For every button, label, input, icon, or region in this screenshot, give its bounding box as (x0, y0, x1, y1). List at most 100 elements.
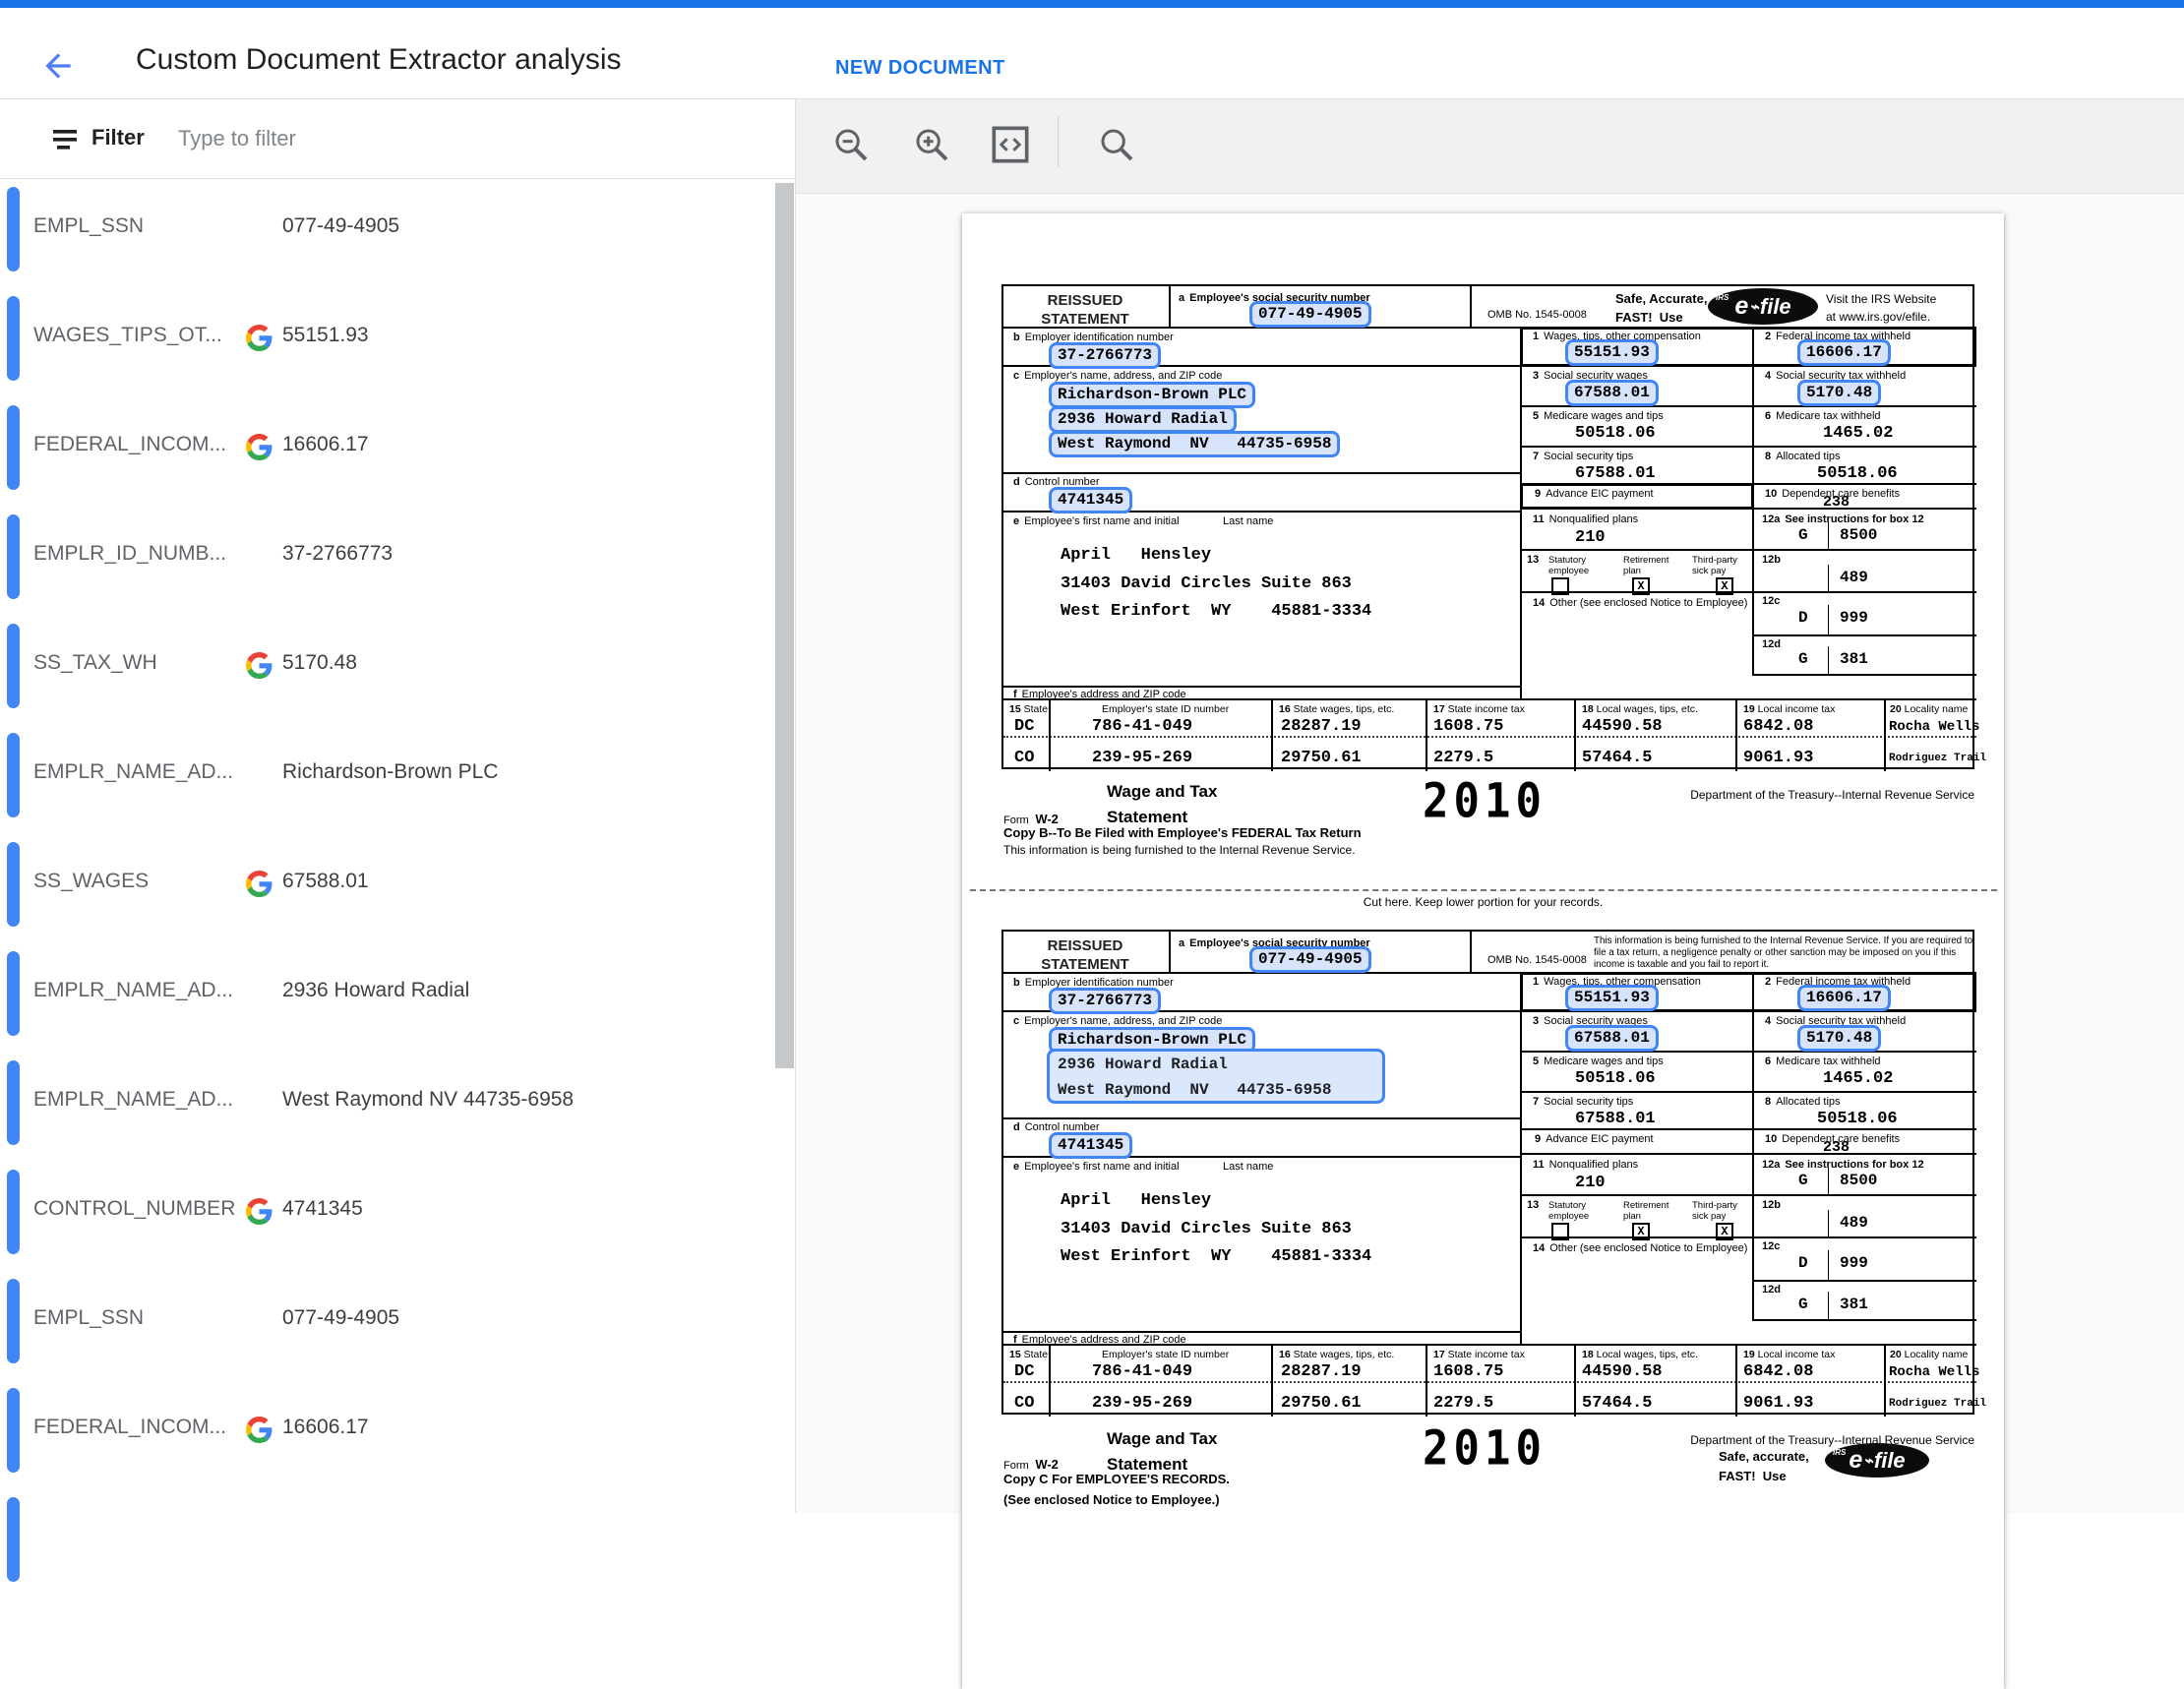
list-item[interactable]: EMPLR_ID_NUMB... 37-2766773 (0, 511, 773, 620)
search-document-button[interactable] (1097, 125, 1140, 168)
control-number-highlight[interactable]: 4741345 (1049, 487, 1133, 513)
line (1003, 472, 1520, 474)
filter-input[interactable] (176, 121, 727, 156)
control-number-highlight[interactable]: 4741345 (1049, 1132, 1133, 1159)
state-row-value: 9061.93 (1743, 1394, 1814, 1413)
list-item[interactable]: SS_WAGES 67588.01 (0, 838, 773, 947)
box2-value-highlight[interactable]: 16606.17 (1797, 339, 1891, 366)
sickpay-checkbox[interactable]: X (1716, 577, 1733, 595)
list-item[interactable]: WAGES_TIPS_OT... 55151.93 (0, 292, 773, 401)
emphasis-box-1-2 (1520, 327, 1976, 367)
statutory-checkbox[interactable] (1551, 1223, 1569, 1240)
back-button[interactable] (39, 47, 83, 83)
w2-document-page[interactable]: REISSUED STATEMENT a Employee's social sec… (962, 213, 2004, 1689)
list-item[interactable]: SS_TAX_WH 5170.48 (0, 620, 773, 729)
box9-label: 9 Advance EIC payment (1535, 1133, 1654, 1145)
zoom-out-button[interactable] (831, 125, 875, 168)
list-item-partial[interactable] (0, 1493, 773, 1602)
google-logo-icon (246, 1417, 273, 1443)
line (1520, 1153, 1976, 1155)
box1-value-highlight[interactable]: 55151.93 (1565, 339, 1659, 366)
line (1520, 972, 1522, 1346)
field-label: EMPL_SSN (33, 214, 145, 237)
line (1426, 1346, 1427, 1417)
state-row-value: Rocha Wells (1889, 719, 1980, 735)
state-row-value: 6842.08 (1743, 1362, 1814, 1381)
line (1003, 1010, 1520, 1012)
box4-value-highlight[interactable]: 5170.48 (1797, 380, 1882, 406)
line (1003, 972, 1976, 974)
state-col-label: 19 Local income tax (1743, 1349, 1836, 1360)
line (1520, 591, 1976, 593)
reissued-statement: REISSUED STATEMENT (1041, 292, 1129, 328)
list-item[interactable]: EMPLR_NAME_AD... 2936 Howard Radial (0, 947, 773, 1056)
employee-city: West Erinfort WY 45881-3334 (1061, 602, 1372, 621)
line (1003, 1331, 1520, 1333)
zoom-out-icon (835, 129, 868, 161)
box3-value-highlight[interactable]: 67588.01 (1565, 1025, 1659, 1052)
sidebar-scrollbar[interactable] (775, 183, 794, 1068)
list-item[interactable]: FEDERAL_INCOM... 16606.17 (0, 401, 773, 511)
box-e-label: e Employee's first name and initial (1013, 515, 1180, 527)
line (1271, 700, 1273, 771)
box4-value-highlight[interactable]: 5170.48 (1797, 1025, 1882, 1052)
line (1735, 1346, 1737, 1417)
employer-city-highlight[interactable]: West Raymond NV 44735-6958 (1049, 431, 1341, 457)
employer-street-highlight[interactable]: 2936 Howard Radial (1049, 406, 1237, 433)
list-item[interactable]: CONTROL_NUMBER 4741345 (0, 1166, 773, 1275)
retirement-checkbox[interactable]: X (1632, 577, 1650, 595)
box8-value: 50518.06 (1817, 1110, 1898, 1128)
ein-value-highlight[interactable]: 37-2766773 (1049, 988, 1162, 1014)
box2-value-highlight[interactable]: 16606.17 (1797, 985, 1891, 1011)
field-color-bar (7, 842, 20, 927)
state-row-value: 786-41-049 (1092, 1362, 1193, 1381)
sickpay-checkbox[interactable]: X (1716, 1223, 1733, 1240)
state-row-value: 2279.5 (1433, 1394, 1494, 1413)
statutory-checkbox[interactable] (1551, 577, 1569, 595)
box13-label: plan (1623, 566, 1641, 576)
retirement-checkbox[interactable]: X (1632, 1223, 1650, 1240)
employer-name-highlight[interactable]: Richardson-Brown PLC (1049, 382, 1256, 408)
box13-label: plan (1623, 1211, 1641, 1222)
state-row-value: DC (1014, 717, 1035, 736)
line (1049, 700, 1051, 771)
state-col-label: 15 State (1009, 703, 1049, 715)
ssn-value-highlight[interactable]: 077-49-4905 (1249, 301, 1371, 328)
list-item[interactable]: EMPL_SSN 077-49-4905 (0, 183, 773, 292)
field-label: EMPLR_ID_NUMB... (33, 542, 227, 565)
box7-label: 7 Social security tips (1533, 1096, 1634, 1108)
copy-b-info: This information is being furnished to t… (1003, 843, 1356, 857)
list-item[interactable]: EMPLR_NAME_AD... West Raymond NV 44735-6… (0, 1056, 773, 1166)
code-view-button[interactable] (991, 125, 1034, 168)
box3-value-highlight[interactable]: 67588.01 (1565, 380, 1659, 406)
ssn-value-highlight[interactable]: 077-49-4905 (1249, 946, 1371, 973)
field-color-bar (7, 1279, 20, 1363)
state-col-label: 20 Locality name (1890, 703, 1969, 715)
list-item[interactable]: FEDERAL_INCOM... 16606.17 (0, 1384, 773, 1493)
form-w2-label: Form W-2 (1003, 812, 1059, 826)
google-logo-icon (246, 1198, 273, 1225)
line (1884, 700, 1886, 771)
state-col-label: Employer's state ID number (1102, 1349, 1230, 1360)
state-col-label: 17 State income tax (1433, 1349, 1525, 1360)
ein-value-highlight[interactable]: 37-2766773 (1049, 342, 1162, 369)
state-row-value: Rodriguez Trail (1889, 1398, 1987, 1410)
list-item[interactable]: EMPL_SSN 077-49-4905 (0, 1275, 773, 1384)
list-item[interactable]: EMPLR_NAME_AD... Richardson-Brown PLC (0, 729, 773, 838)
line (1752, 674, 1976, 676)
zoom-in-button[interactable] (912, 125, 955, 168)
new-document-button[interactable]: NEW DOCUMENT (835, 57, 1005, 79)
employer-address-highlight-group[interactable]: 2936 Howard Radial West Raymond NV 44735… (1047, 1049, 1385, 1104)
field-color-bar (7, 624, 20, 708)
state-row-value: 28287.19 (1281, 717, 1362, 736)
box11-value: 210 (1575, 528, 1606, 547)
line (1828, 1250, 1829, 1280)
box1-value-highlight[interactable]: 55151.93 (1565, 985, 1659, 1011)
line (1828, 1210, 1829, 1237)
state-row-value: 1608.75 (1433, 717, 1504, 736)
box-d-label: d Control number (1013, 1121, 1100, 1133)
box13-label: employee (1548, 1211, 1590, 1222)
field-value: 4741345 (282, 1197, 363, 1220)
filter-label: Filter (91, 125, 145, 150)
box-b-label: b Employer identification number (1013, 332, 1174, 343)
